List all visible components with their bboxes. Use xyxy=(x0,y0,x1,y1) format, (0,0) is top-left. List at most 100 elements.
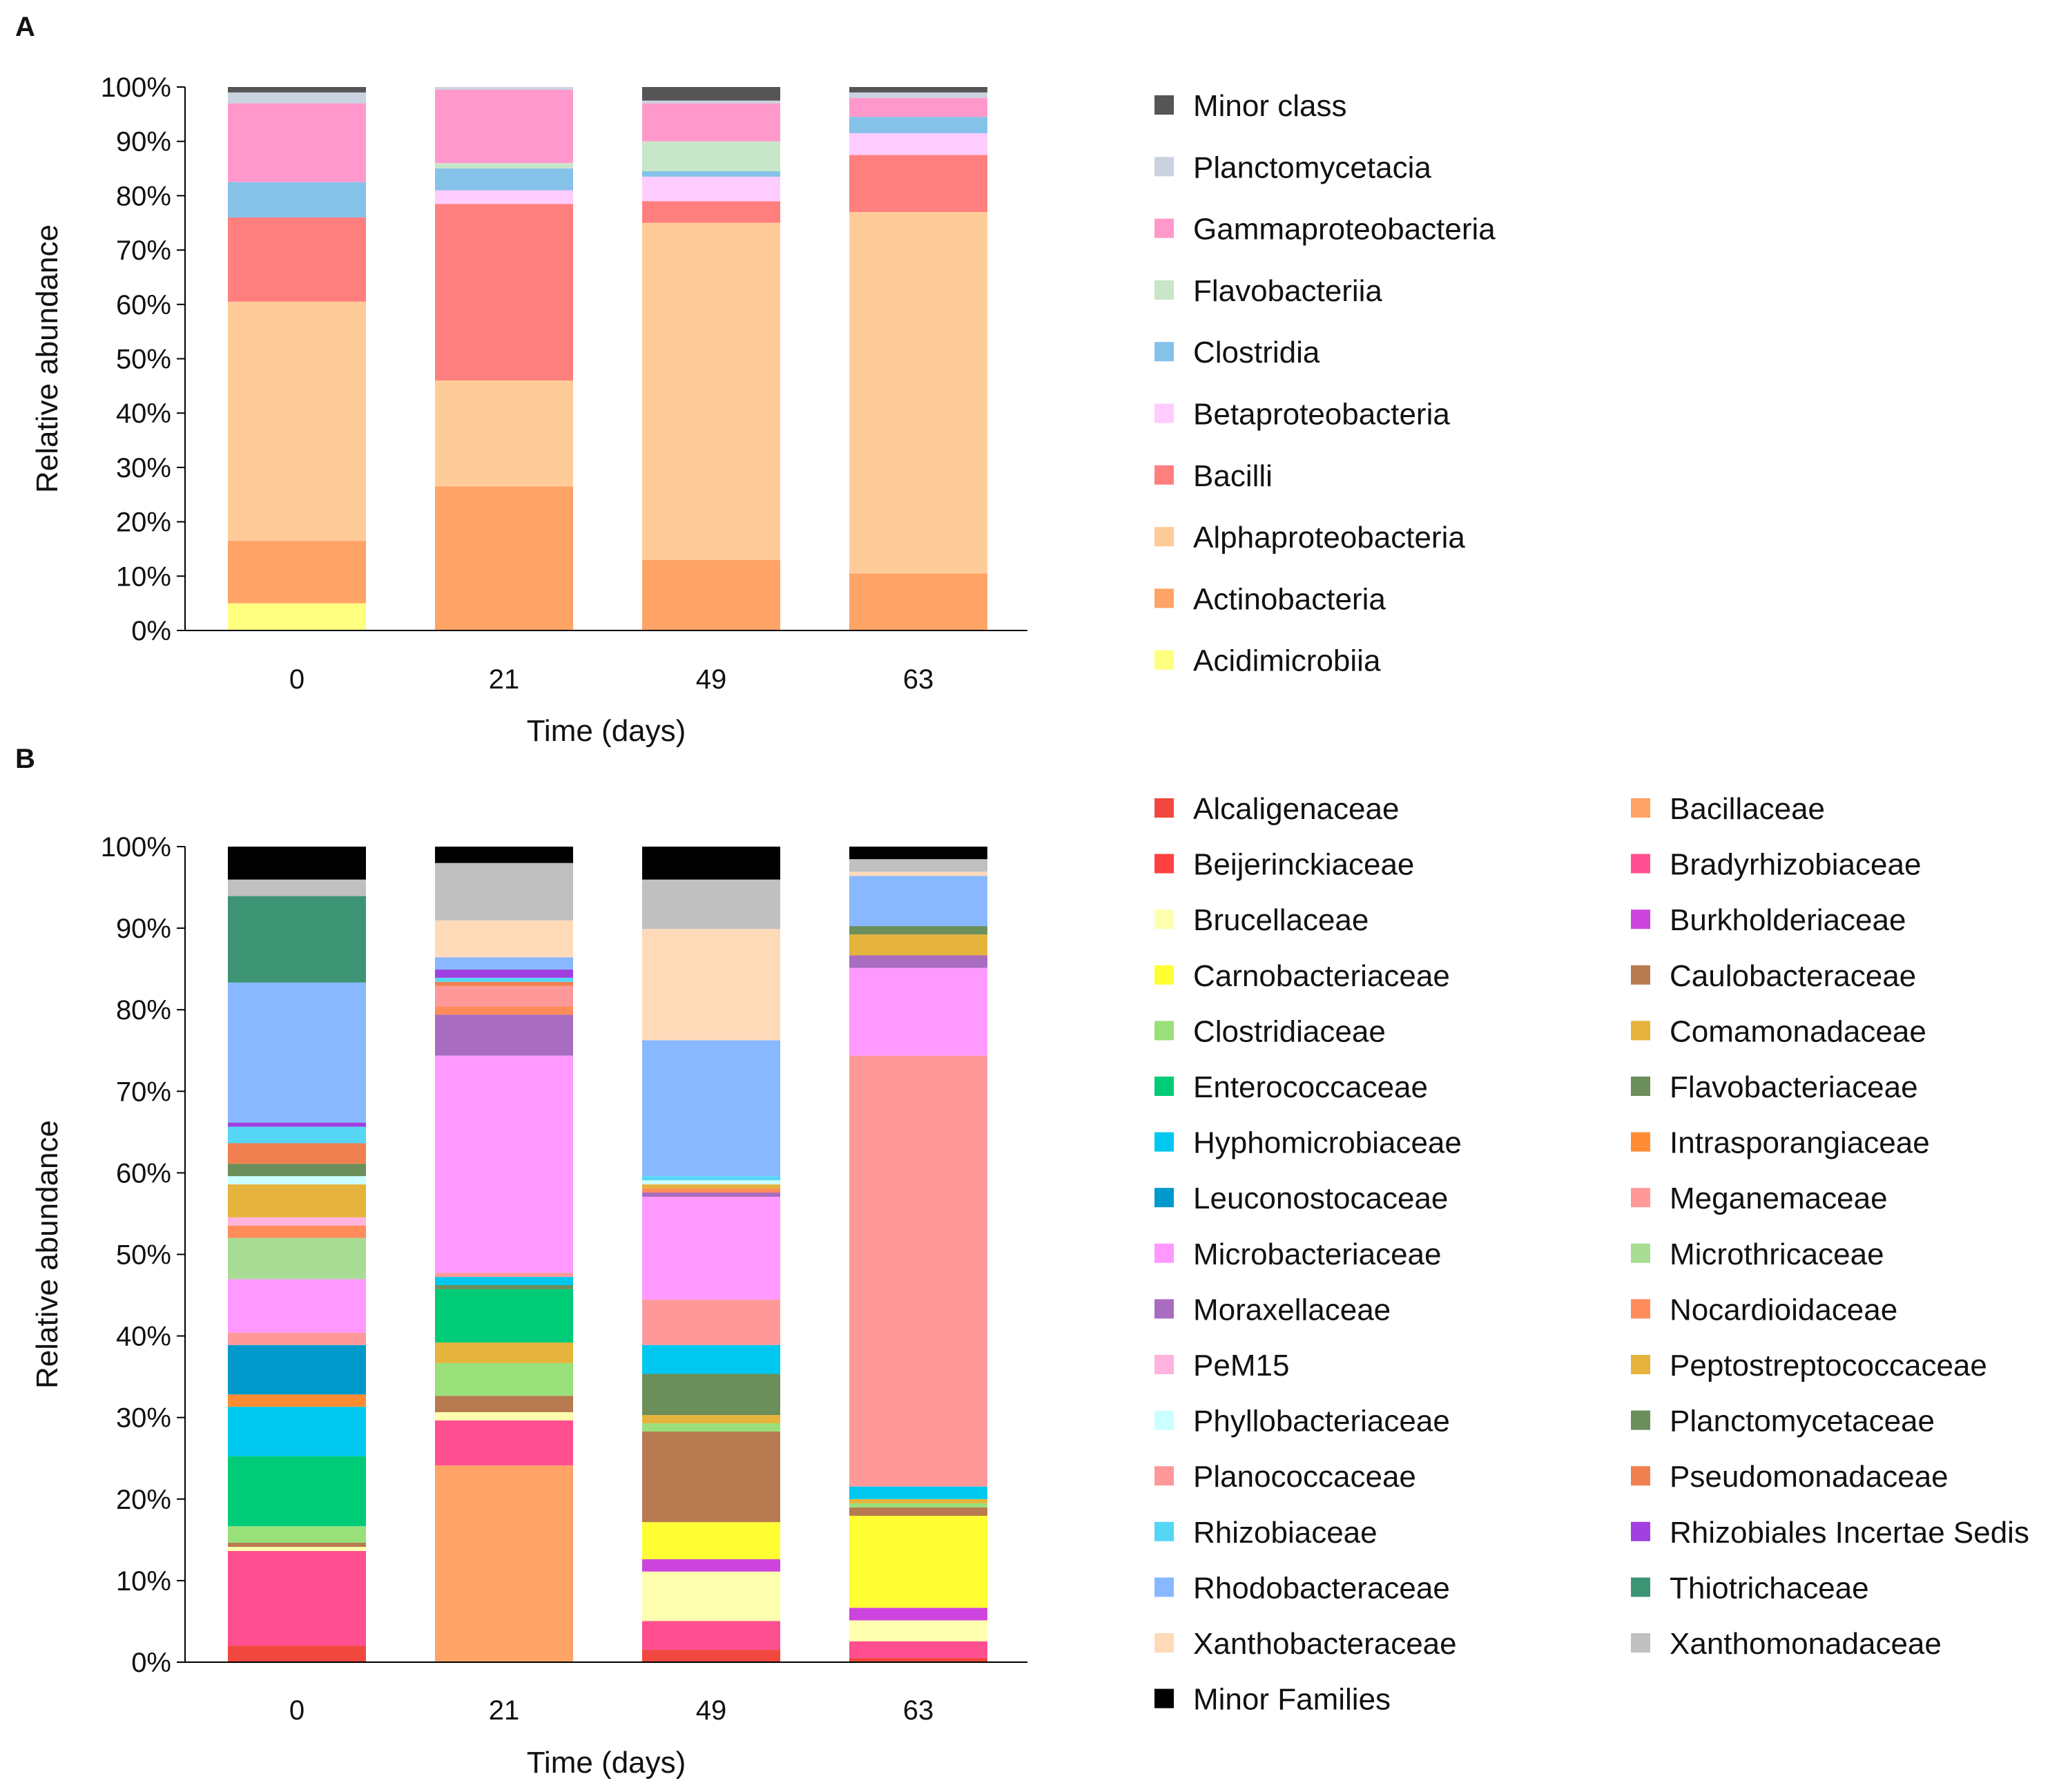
chart-a-bar-63-gammaproteobacteria xyxy=(849,97,987,117)
legend-b-swatch-rhizobiaceae xyxy=(1154,1521,1174,1541)
chart-a-bar-21-flavobacteriia xyxy=(435,163,573,169)
legend-b-label-beijerinckiaceae: Beijerinckiaceae xyxy=(1193,848,1414,882)
chart-b-bar-63-alcaligenaceae xyxy=(849,1657,987,1662)
legend-a-swatch-actinobacteria xyxy=(1154,588,1174,608)
chart-a-ytick-label: 40% xyxy=(116,398,171,429)
legend-a: Minor class Planctomycetacia Gammaproteoba… xyxy=(1154,89,1496,678)
chart-b-bar-21-flavobacteriaceae xyxy=(435,1285,573,1289)
chart-b-ytick-label: 40% xyxy=(116,1322,171,1352)
legend-b-label-moraxellaceae: Moraxellaceae xyxy=(1193,1293,1391,1327)
chart-a-bar-0-actinobacteria xyxy=(228,541,366,604)
legend-b-label-bacillaceae: Bacillaceae xyxy=(1670,792,1825,826)
chart-a-x-axis-title: Time (days) xyxy=(527,714,686,748)
chart-b-bar-0-leuconostocaceae xyxy=(228,1345,366,1395)
chart-b-bar-63-xanthobacteraceae xyxy=(849,871,987,876)
legend-b-swatch-meganemaceae xyxy=(1631,1188,1650,1208)
chart-b-bar-21-microbacteriaceae xyxy=(435,1055,573,1273)
legend-a-label-alphaproteobacteria: Alphaproteobacteria xyxy=(1193,521,1465,555)
chart-b-bar-49-clostridiaceae xyxy=(642,1423,780,1432)
chart-a-bar-49-flavobacteriia xyxy=(642,141,780,171)
chart-b-bar-63-burkholderiaceae xyxy=(849,1608,987,1621)
chart-b-bar-63-moraxellaceae xyxy=(849,955,987,968)
legend-b-swatch-bacillaceae xyxy=(1631,798,1650,818)
chart-b-bar-0-brucellaceae xyxy=(228,1546,366,1551)
legend-b-label-rhizobiales-incertae-sedis: Rhizobiales Incertae Sedis xyxy=(1670,1516,2029,1550)
chart-b-ytick-label: 20% xyxy=(116,1485,171,1515)
chart-b-bar-63-minor-families xyxy=(849,847,987,860)
legend-b-swatch-microbacteriaceae xyxy=(1154,1243,1174,1263)
chart-a-bar-49-clostridia xyxy=(642,171,780,177)
chart-b-bar-0-bradyrhizobiaceae xyxy=(228,1550,366,1646)
chart-a-bar-0-acidimicrobiia xyxy=(228,603,366,630)
legend-b-label-alcaligenaceae: Alcaligenaceae xyxy=(1193,792,1399,826)
chart-b-bar-21-clostridiaceae xyxy=(435,1362,573,1396)
chart-b-bar-0-minor-families xyxy=(228,847,366,880)
chart-a-bar-21-gammaproteobacteria xyxy=(435,89,573,164)
chart-a-bar-0-planctomycetacia xyxy=(228,92,366,104)
chart-a-bar-63-bacilli xyxy=(849,155,987,213)
chart-a-bar-49-betaproteobacteria xyxy=(642,176,780,202)
legend-a-swatch-planctomycetacia xyxy=(1154,157,1174,177)
chart-b-bar-0-microthricaceae xyxy=(228,1237,366,1280)
chart-b-ytick-label: 80% xyxy=(116,995,171,1025)
legend-b-label-rhizobiaceae: Rhizobiaceae xyxy=(1193,1516,1378,1550)
chart-a-ytick-label: 0% xyxy=(131,616,171,646)
legend-a-label-gammaproteobacteria: Gammaproteobacteria xyxy=(1193,213,1496,247)
chart-a-bar-49-alphaproteobacteria xyxy=(642,222,780,560)
legend-b-label-caulobacteraceae: Caulobacteraceae xyxy=(1670,959,1916,993)
chart-a-bar-49-gammaproteobacteria xyxy=(642,103,780,142)
chart-b-xtick-label: 21 xyxy=(489,1695,520,1726)
chart-b-bar-21-bacillaceae xyxy=(435,1465,573,1662)
chart-b-bar-0-enterococcaceae xyxy=(228,1456,366,1527)
legend-b-swatch-clostridiaceae xyxy=(1154,1021,1174,1041)
legend-b-label-bradyrhizobiaceae: Bradyrhizobiaceae xyxy=(1670,848,1921,882)
chart-b-ytick-label: 60% xyxy=(116,1158,171,1188)
legend-b-label-leuconostocaceae: Leuconostocaceae xyxy=(1193,1182,1448,1215)
chart-b-bar-0-planctomycetaceae xyxy=(228,1164,366,1177)
chart-b-bar-63-xanthomonadaceae xyxy=(849,859,987,872)
chart-b-bar-49-flavobacteriaceae xyxy=(642,1374,780,1416)
chart-a-ytick-label: 20% xyxy=(116,508,171,538)
chart-b-bar-63-peptostreptococcaceae xyxy=(849,934,987,956)
chart-b-bar-49-brucellaceae xyxy=(642,1571,780,1621)
legend-b-label-phyllobacteriaceae: Phyllobacteriaceae xyxy=(1193,1405,1450,1438)
legend-a-swatch-clostridia xyxy=(1154,342,1174,362)
legend-b-label-flavobacteriaceae: Flavobacteriaceae xyxy=(1670,1070,1918,1104)
chart-b-bar-21-rhodobacteraceae xyxy=(435,957,573,970)
chart-b-bar-21-xanthobacteraceae xyxy=(435,920,573,958)
legend-a-swatch-betaproteobacteria xyxy=(1154,403,1174,423)
legend-b-swatch-xanthomonadaceae xyxy=(1631,1633,1650,1653)
chart-a-bar-0-bacilli xyxy=(228,217,366,302)
legend-b-swatch-planococcaceae xyxy=(1154,1466,1174,1486)
chart-b-bar-21-rhizobiales-incertae-sedis xyxy=(435,970,573,978)
chart-a-xtick-label: 49 xyxy=(696,664,727,695)
chart-b-ytick-label: 0% xyxy=(131,1648,171,1678)
legend-b-swatch-burkholderiaceae xyxy=(1631,909,1650,929)
chart-b-bar-49-microbacteriaceae xyxy=(642,1196,780,1300)
legend-b-swatch-moraxellaceae xyxy=(1154,1299,1174,1319)
legend-b-swatch-enterococcaceae xyxy=(1154,1077,1174,1096)
legend-b-swatch-hyphomicrobiaceae xyxy=(1154,1132,1174,1152)
chart-b-bar-49-minor-families xyxy=(642,847,780,880)
legend-b-swatch-rhizobiales-incertae-sedis xyxy=(1631,1521,1650,1541)
chart-b-bar-0-nocardioidaceae xyxy=(228,1225,366,1238)
legend-a-label-planctomycetacia: Planctomycetacia xyxy=(1193,151,1431,184)
chart-a-ytick-label: 10% xyxy=(116,561,171,592)
chart-b-bar-63-hyphomicrobiaceae xyxy=(849,1486,987,1499)
chart-b-bar-49-hyphomicrobiaceae xyxy=(642,1345,780,1374)
chart-b-bar-21-nocardioidaceae xyxy=(435,1006,573,1015)
chart-a-bar-63-planctomycetacia xyxy=(849,92,987,98)
chart-b-bar-63-clostridiaceae xyxy=(849,1503,987,1507)
chart-a-ytick-label: 90% xyxy=(116,127,171,157)
legend-a-label-clostridia: Clostridia xyxy=(1193,336,1320,369)
chart-b-xtick-label: 63 xyxy=(903,1695,934,1726)
chart-b-bar-0-hyphomicrobiaceae xyxy=(228,1407,366,1456)
chart-a-bar-63-clostridia xyxy=(849,117,987,133)
chart-b-bar-63-meganemaceae xyxy=(849,1055,987,1487)
legend-b-label-thiotrichaceae: Thiotrichaceae xyxy=(1670,1571,1869,1605)
legend-b-label-clostridiaceae: Clostridiaceae xyxy=(1193,1014,1386,1048)
chart-b-ytick-label: 70% xyxy=(116,1077,171,1107)
chart-b-bar-21-minor-families xyxy=(435,847,573,863)
chart-b-bar-49-caulobacteraceae xyxy=(642,1431,780,1523)
legend-b-swatch-comamonadaceae xyxy=(1631,1021,1650,1041)
